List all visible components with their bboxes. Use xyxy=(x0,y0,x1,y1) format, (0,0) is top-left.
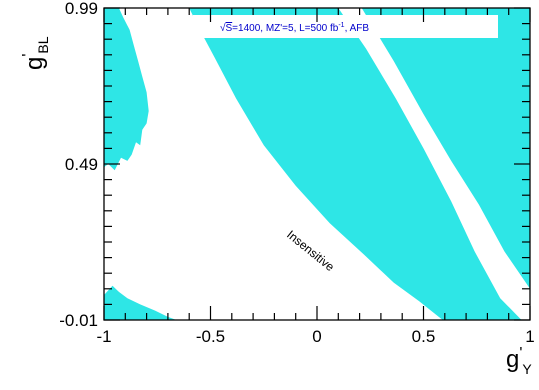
x-tick-label: 1 xyxy=(525,327,534,346)
y-tick-label: 0.99 xyxy=(65,0,98,18)
x-axis-subscript: Y xyxy=(522,361,532,377)
legend-label: √S=1400, MZ'=5, L=500 fb-1, AFB xyxy=(220,22,369,34)
tick-labels: -1 -0.5 0 0.5 1 -0.01 0.49 0.99 xyxy=(59,0,534,346)
x-tick-label: -1 xyxy=(96,327,111,346)
sensitive-region-1 xyxy=(104,285,177,320)
legend-background xyxy=(193,15,498,38)
svg-text:g'Y: g'Y xyxy=(506,345,532,377)
legend-box: √S=1400, MZ'=5, L=500 fb-1, AFB xyxy=(193,15,498,38)
x-tick-label: 0.5 xyxy=(412,327,436,346)
y-axis-title: g'BL xyxy=(20,36,51,70)
legend-superscript: -1 xyxy=(338,22,344,29)
insensitive-annotation: Insensitive xyxy=(284,227,337,274)
legend-sqrt-symbol: √ xyxy=(220,22,226,34)
x-axis-prime: ' xyxy=(519,345,522,362)
x-axis-symbol: g xyxy=(506,346,519,373)
sensitive-region-3 xyxy=(361,8,530,289)
y-tick-label: 0.49 xyxy=(65,155,98,174)
sensitive-regions xyxy=(104,8,530,320)
legend-sqrt-arg: S xyxy=(226,23,233,34)
sensitive-region-2 xyxy=(189,8,522,320)
y-axis-symbol: g xyxy=(21,57,48,70)
legend-text-b: , AFB xyxy=(345,23,370,34)
svg-text:g'BL: g'BL xyxy=(20,36,51,70)
plot-frame xyxy=(103,7,531,321)
legend-text-a: =1400, MZ'=5, L=500 fb xyxy=(232,23,339,34)
y-axis-prime: ' xyxy=(20,54,37,57)
y-tick-label: -0.01 xyxy=(59,311,98,330)
x-tick-label: 0 xyxy=(312,327,321,346)
sensitive-region-0 xyxy=(104,8,149,171)
y-axis-subscript: BL xyxy=(35,36,51,53)
x-axis-title: g'Y xyxy=(506,345,532,377)
x-tick-label: -0.5 xyxy=(196,327,225,346)
